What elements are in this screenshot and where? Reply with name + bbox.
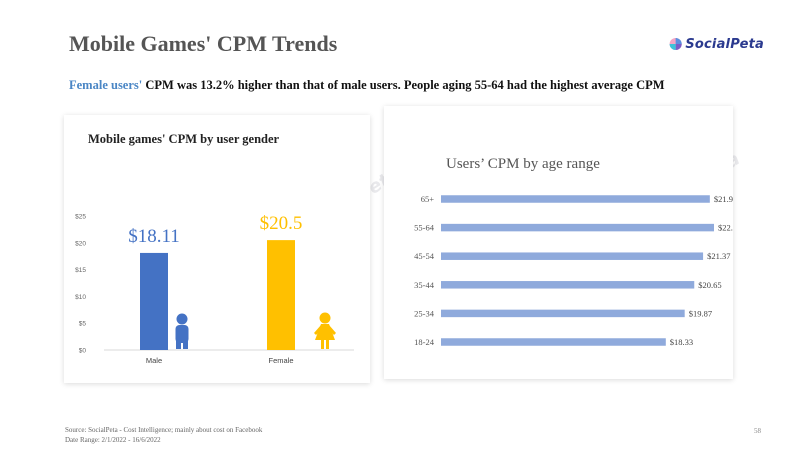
- age-data-label: $20.65: [698, 280, 721, 290]
- age-chart-title: Users’ CPM by age range: [446, 156, 600, 172]
- headline-highlight: Female users': [69, 78, 143, 92]
- headline-insight: Female users' CPM was 13.2% higher than …: [69, 78, 665, 93]
- footer-date-range: Date Range: 2/1/2022 - 16/6/2022: [65, 435, 161, 444]
- female-icon: [314, 312, 336, 349]
- age-y-tick-label: 55-64: [414, 223, 435, 233]
- age-chart: Users’ CPM by age range 65+ $21.92 55-64 $2…: [414, 156, 733, 347]
- brand-name: SocialPeta: [685, 36, 764, 52]
- age-bar-18-24: [441, 338, 666, 346]
- age-data-label: $22.26: [718, 223, 733, 233]
- age-data-label: $18.33: [670, 337, 693, 347]
- age-data-label: $19.87: [689, 308, 712, 318]
- headline-text: CPM was 13.2% higher than that of male u…: [142, 78, 665, 92]
- age-bar-55-64: [441, 223, 714, 232]
- age-data-label: $21.92: [714, 194, 733, 204]
- male-icon: [175, 313, 189, 349]
- page-title: Mobile Games' CPM Trends: [69, 31, 338, 56]
- age-data-label: $21.37: [707, 251, 730, 261]
- age-chart-panel: Users’ CPM by age range 65+ $21.92 55-64 $2…: [384, 106, 733, 379]
- gender-data-label: $18.11: [128, 226, 180, 247]
- age-bar-25-34: [441, 309, 685, 318]
- age-y-tick-label: 25-34: [414, 308, 435, 318]
- gender-y-tick-label: $25: [75, 214, 86, 221]
- gender-y-tick-label: $5: [79, 321, 87, 328]
- gender-bar-female: [267, 240, 295, 350]
- age-bar-65plus: [441, 195, 710, 203]
- gender-bar-male: [140, 252, 168, 350]
- gender-y-tick-label: $0: [79, 348, 87, 355]
- gender-y-tick-label: $20: [75, 240, 86, 247]
- age-y-tick-label: 45-54: [414, 251, 435, 261]
- age-bar-35-44: [441, 281, 695, 289]
- gender-data-label: $20.5: [260, 213, 303, 234]
- brand-logo: SocialPeta: [669, 33, 764, 55]
- footer-source: Source: SocialPeta - Cost Intelligence; …: [65, 426, 263, 434]
- age-y-tick-label: 65+: [421, 194, 435, 204]
- age-bar-45-54: [441, 252, 704, 260]
- age-y-tick-label: 18-24: [414, 337, 435, 347]
- gender-x-tick-label: Female: [268, 356, 293, 365]
- page-number: 58: [754, 427, 761, 435]
- footer-source-block: Source: SocialPeta - Cost Intelligence; …: [65, 426, 262, 445]
- gender-y-tick-label: $10: [75, 294, 86, 301]
- gender-x-tick-label: Male: [146, 356, 162, 365]
- gender-y-tick-label: $15: [75, 267, 86, 274]
- brand-logo-icon: [669, 37, 682, 51]
- gender-chart-title: Mobile games' CPM by user gender: [88, 132, 280, 146]
- age-y-tick-label: 35-44: [414, 280, 435, 290]
- gender-chart: Mobile games' CPM by user gender $0 $5 $10…: [75, 132, 354, 365]
- gender-chart-panel: Mobile games' CPM by user gender $0 $5 $10…: [64, 115, 370, 383]
